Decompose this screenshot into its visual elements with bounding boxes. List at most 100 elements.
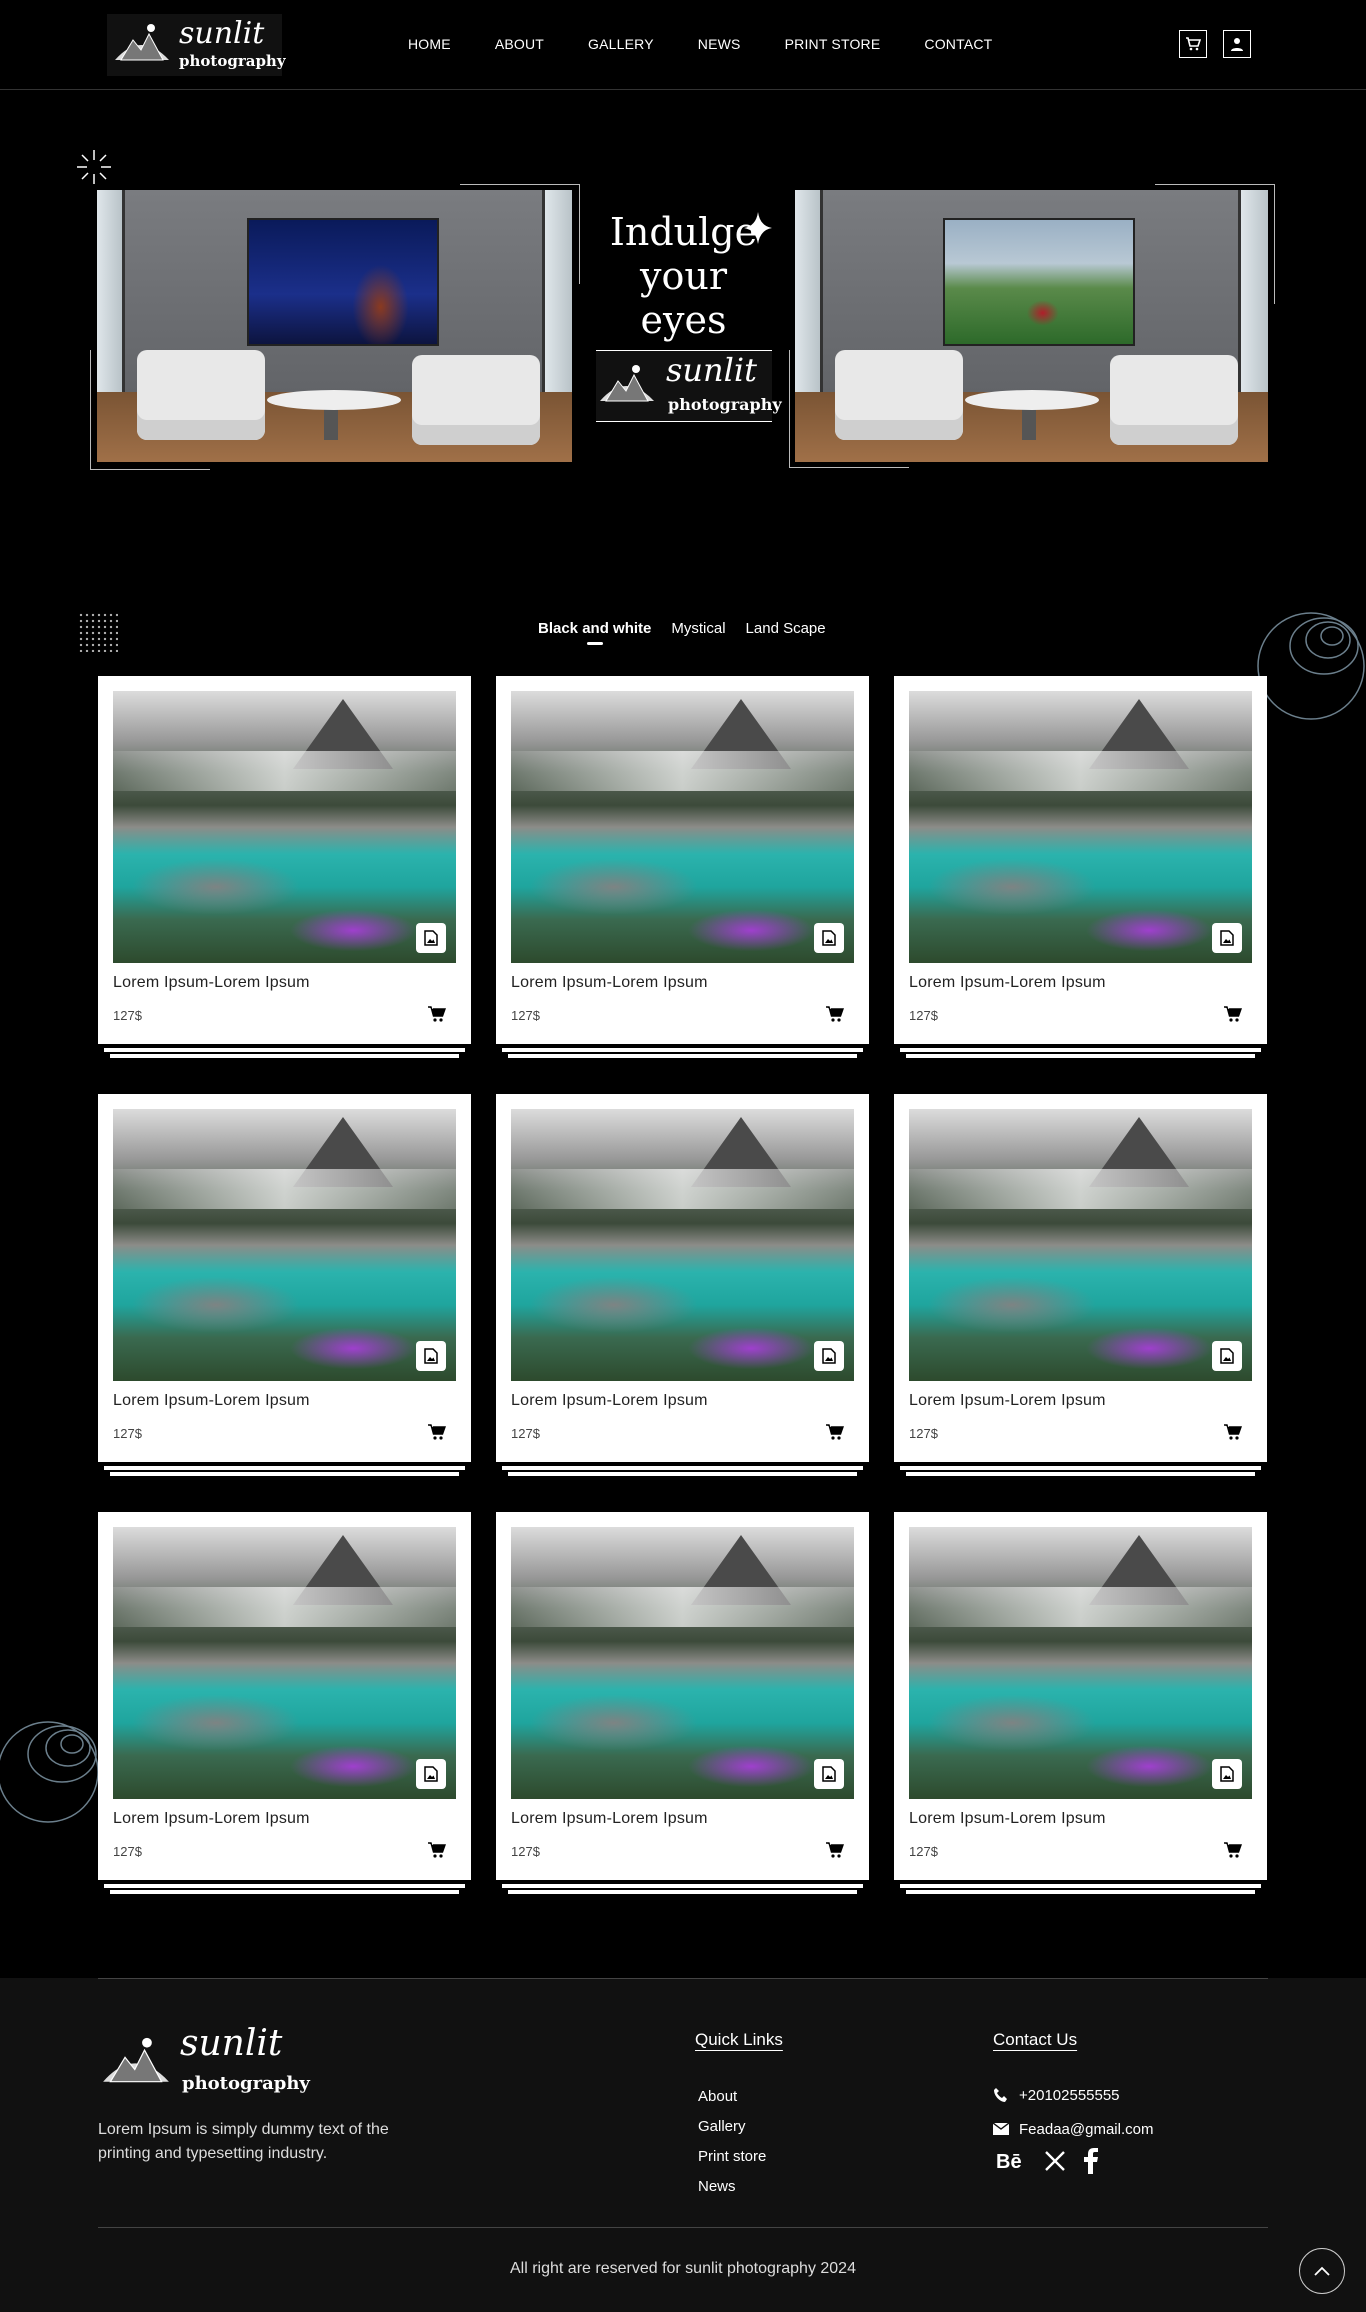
product-title: Lorem Ipsum-Lorem Ipsum bbox=[113, 1810, 310, 1827]
lake-photo[interactable] bbox=[113, 691, 456, 963]
product-card[interactable]: Lorem Ipsum-Lorem Ipsum 127$ bbox=[894, 1094, 1267, 1476]
product-title: Lorem Ipsum-Lorem Ipsum bbox=[113, 1392, 310, 1409]
card-body: Lorem Ipsum-Lorem Ipsum 127$ bbox=[894, 1512, 1267, 1882]
phone-row[interactable]: +20102555555 bbox=[993, 2078, 1153, 2112]
footer-link-print-store[interactable]: Print store bbox=[698, 2148, 767, 2165]
footer-logo[interactable]: sunlit photography bbox=[98, 2023, 318, 2095]
card-body: Lorem Ipsum-Lorem Ipsum 127$ bbox=[98, 676, 471, 1046]
brand-logo[interactable]: sunlit photography bbox=[107, 14, 286, 76]
brand-subtitle: photography bbox=[179, 52, 286, 70]
cart-button[interactable] bbox=[1179, 30, 1207, 58]
behance-icon[interactable]: Bē bbox=[996, 2150, 1026, 2172]
view-image-button[interactable] bbox=[814, 1759, 844, 1789]
back-to-top-button[interactable] bbox=[1299, 2248, 1345, 2294]
add-to-cart-icon[interactable] bbox=[1224, 1424, 1242, 1440]
brand-subtitle: photography bbox=[182, 2073, 310, 2094]
view-image-button[interactable] bbox=[814, 1341, 844, 1371]
facebook-icon[interactable] bbox=[1084, 2148, 1098, 2174]
card-stack-shadow bbox=[900, 1466, 1261, 1470]
hero-brand-logo: sunlit photography bbox=[596, 350, 782, 422]
mountain-sun-logo-icon bbox=[600, 365, 654, 402]
svg-text:Bē: Bē bbox=[996, 2151, 1022, 2172]
lake-photo[interactable] bbox=[909, 691, 1252, 963]
x-icon[interactable] bbox=[1044, 2150, 1066, 2172]
lake-photo[interactable] bbox=[511, 1109, 854, 1381]
view-image-button[interactable] bbox=[814, 923, 844, 953]
image-file-icon bbox=[1220, 930, 1234, 946]
footer-link-news[interactable]: News bbox=[698, 2178, 736, 2195]
tab-black-and-white[interactable]: Black and white bbox=[538, 620, 652, 637]
product-card[interactable]: Lorem Ipsum-Lorem Ipsum 127$ bbox=[98, 676, 471, 1058]
product-title: Lorem Ipsum-Lorem Ipsum bbox=[909, 1392, 1106, 1409]
lake-photo[interactable] bbox=[113, 1527, 456, 1799]
product-grid: Lorem Ipsum-Lorem Ipsum 127$ Lorem Ipsum… bbox=[98, 676, 1268, 1894]
view-image-button[interactable] bbox=[416, 923, 446, 953]
four-point-star-icon bbox=[744, 212, 772, 244]
card-stack-shadow bbox=[110, 1472, 459, 1476]
product-price: 127$ bbox=[511, 1008, 540, 1023]
product-price: 127$ bbox=[909, 1844, 938, 1859]
email-row[interactable]: Feadaa@gmail.com bbox=[993, 2112, 1153, 2146]
add-to-cart-icon[interactable] bbox=[428, 1006, 446, 1022]
contact-heading: Contact Us bbox=[993, 2030, 1078, 2049]
view-image-button[interactable] bbox=[416, 1341, 446, 1371]
view-image-button[interactable] bbox=[416, 1759, 446, 1789]
add-to-cart-icon[interactable] bbox=[826, 1424, 844, 1440]
product-card[interactable]: Lorem Ipsum-Lorem Ipsum 127$ bbox=[894, 676, 1267, 1058]
view-image-button[interactable] bbox=[1212, 1759, 1242, 1789]
product-card[interactable]: Lorem Ipsum-Lorem Ipsum 127$ bbox=[496, 1094, 869, 1476]
view-image-button[interactable] bbox=[1212, 1341, 1242, 1371]
phone-icon bbox=[994, 2088, 1007, 2102]
product-price: 127$ bbox=[511, 1426, 540, 1441]
tab-land-scape[interactable]: Land Scape bbox=[745, 620, 826, 637]
image-file-icon bbox=[822, 1348, 836, 1364]
contact-info: +20102555555 Feadaa@gmail.com bbox=[993, 2078, 1153, 2146]
add-to-cart-icon[interactable] bbox=[1224, 1006, 1242, 1022]
lake-photo[interactable] bbox=[909, 1109, 1252, 1381]
add-to-cart-icon[interactable] bbox=[826, 1006, 844, 1022]
image-file-icon bbox=[424, 930, 438, 946]
image-file-icon bbox=[424, 1348, 438, 1364]
brand-name: sunlit bbox=[179, 16, 265, 51]
footer-link-about[interactable]: About bbox=[698, 2088, 738, 2105]
nav-about[interactable]: ABOUT bbox=[494, 36, 545, 52]
add-to-cart-icon[interactable] bbox=[428, 1842, 446, 1858]
product-card[interactable]: Lorem Ipsum-Lorem Ipsum 127$ bbox=[894, 1512, 1267, 1894]
brand-subtitle: photography bbox=[668, 395, 782, 414]
lake-photo[interactable] bbox=[113, 1109, 456, 1381]
room-mockup-right bbox=[795, 190, 1268, 462]
product-card[interactable]: Lorem Ipsum-Lorem Ipsum 127$ bbox=[98, 1094, 471, 1476]
product-title: Lorem Ipsum-Lorem Ipsum bbox=[511, 1810, 708, 1827]
globe-decoration-icon bbox=[0, 1721, 99, 1823]
card-stack-shadow bbox=[508, 1890, 857, 1894]
product-card[interactable]: Lorem Ipsum-Lorem Ipsum 127$ bbox=[496, 1512, 869, 1894]
brand-name: sunlit bbox=[666, 351, 757, 389]
footer-link-gallery[interactable]: Gallery bbox=[698, 2118, 746, 2135]
tab-mystical[interactable]: Mystical bbox=[671, 620, 726, 637]
sparkle-icon bbox=[77, 150, 111, 184]
nav-gallery[interactable]: GALLERY bbox=[588, 36, 654, 52]
view-image-button[interactable] bbox=[1212, 923, 1242, 953]
add-to-cart-icon[interactable] bbox=[1224, 1842, 1242, 1858]
nav-news[interactable]: NEWS bbox=[697, 36, 741, 52]
nav-home[interactable]: HOME bbox=[408, 36, 451, 52]
card-stack-shadow bbox=[104, 1884, 465, 1888]
product-price: 127$ bbox=[113, 1426, 142, 1441]
lake-photo[interactable] bbox=[909, 1527, 1252, 1799]
product-card[interactable]: Lorem Ipsum-Lorem Ipsum 127$ bbox=[98, 1512, 471, 1894]
add-to-cart-icon[interactable] bbox=[428, 1424, 446, 1440]
footer-description: Lorem Ipsum is simply dummy text of the … bbox=[98, 2121, 389, 2162]
add-to-cart-icon[interactable] bbox=[826, 1842, 844, 1858]
card-stack-shadow bbox=[502, 1466, 863, 1470]
nav-print-store[interactable]: PRINT STORE bbox=[784, 36, 881, 52]
product-card[interactable]: Lorem Ipsum-Lorem Ipsum 127$ bbox=[496, 676, 869, 1058]
frame-line bbox=[460, 184, 580, 284]
image-file-icon bbox=[822, 1766, 836, 1782]
lake-photo[interactable] bbox=[511, 691, 854, 963]
card-stack-shadow bbox=[104, 1466, 465, 1470]
mist bbox=[113, 751, 456, 791]
chevron-up-icon bbox=[1314, 2266, 1330, 2276]
account-button[interactable] bbox=[1223, 30, 1251, 58]
nav-contact[interactable]: CONTACT bbox=[924, 36, 993, 52]
lake-photo[interactable] bbox=[511, 1527, 854, 1799]
